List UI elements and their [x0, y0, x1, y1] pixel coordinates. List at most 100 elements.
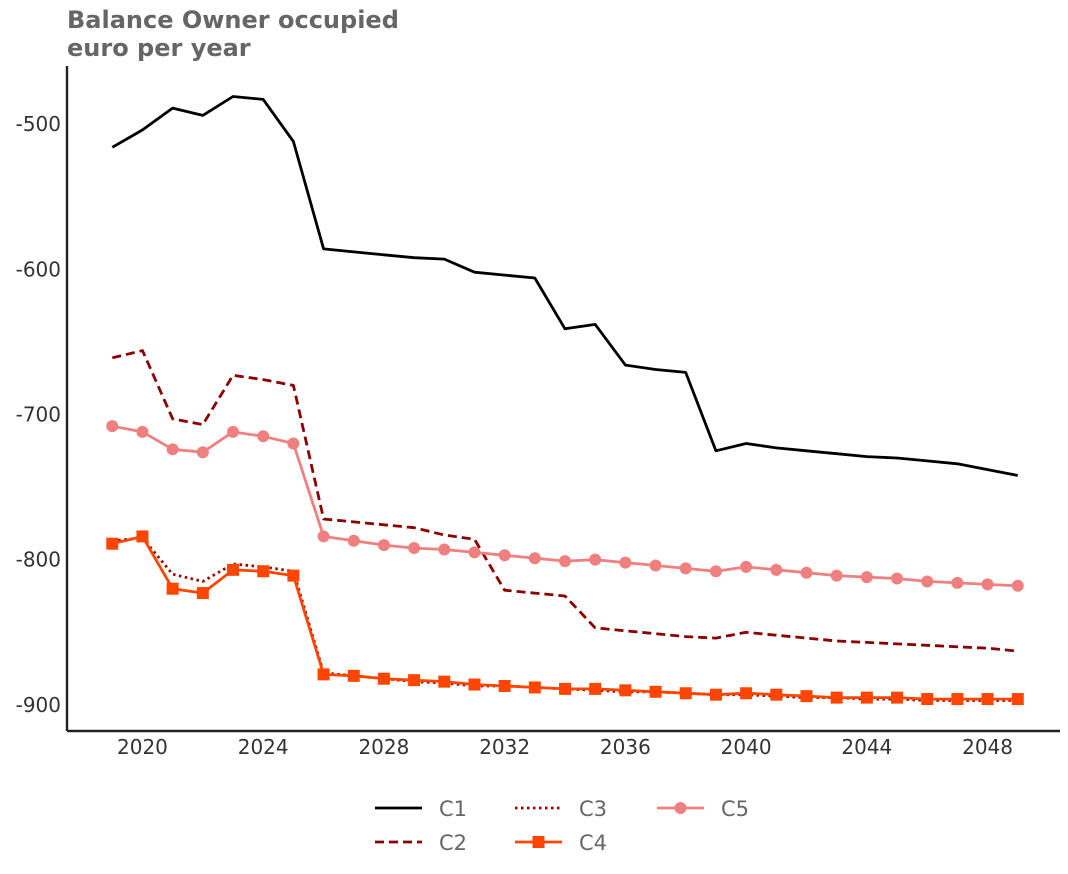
- y-tick-label: -600: [16, 257, 61, 281]
- legend-label-c2: C2: [439, 831, 467, 855]
- x-tick-label: 2036: [600, 735, 651, 759]
- data-point-c5: [347, 534, 360, 547]
- data-point-c4: [679, 687, 692, 700]
- data-point-c4: [136, 530, 149, 543]
- data-point-c5: [257, 430, 270, 443]
- x-tick-label: 2040: [721, 735, 772, 759]
- data-point-c4: [559, 682, 572, 695]
- data-point-c4: [860, 691, 873, 704]
- series-c4: [106, 530, 1024, 706]
- legend-label-c3: C3: [579, 797, 607, 821]
- data-point-c4: [649, 685, 662, 698]
- data-point-c4: [166, 582, 179, 595]
- x-tick-label: 2028: [358, 735, 409, 759]
- series-c5: [106, 420, 1024, 592]
- data-point-c5: [891, 572, 904, 585]
- data-point-c5: [800, 566, 813, 579]
- series-line-c1: [111, 95, 1018, 477]
- data-point-c5: [649, 559, 662, 572]
- data-point-c4: [317, 668, 330, 681]
- legend-marker-c4: [532, 836, 545, 848]
- chart-title-line-1: Balance Owner occupied: [67, 6, 399, 34]
- y-tick-label: -500: [16, 112, 61, 136]
- y-tick-label: -800: [16, 548, 61, 572]
- legend-label-c1: C1: [439, 797, 467, 821]
- legend-label-c5: C5: [721, 797, 749, 821]
- legend-item-c1: C1: [375, 797, 467, 821]
- data-point-c5: [498, 549, 511, 562]
- data-point-c4: [981, 693, 994, 706]
- data-point-c4: [468, 678, 481, 691]
- data-point-c4: [951, 693, 964, 706]
- data-point-c4: [830, 691, 843, 704]
- data-point-c5: [860, 571, 873, 584]
- data-point-c5: [166, 443, 179, 456]
- data-point-c4: [921, 693, 934, 706]
- legend: C1 C2 C3 C4 C5: [375, 797, 749, 855]
- data-point-c4: [770, 688, 783, 701]
- series-c1: [111, 95, 1018, 477]
- chart-title: Balance Owner occupied euro per year: [67, 6, 399, 62]
- data-point-c4: [589, 682, 602, 695]
- data-point-c5: [528, 552, 541, 565]
- data-point-c5: [559, 555, 572, 568]
- data-point-c5: [951, 576, 964, 589]
- data-point-c5: [981, 578, 994, 591]
- data-point-c5: [589, 553, 602, 566]
- x-tick-label: 2020: [117, 735, 168, 759]
- plot-area: [106, 95, 1024, 706]
- data-point-c4: [498, 679, 511, 692]
- data-point-c5: [709, 565, 722, 578]
- data-point-c4: [438, 675, 451, 688]
- legend-item-c5: C5: [657, 797, 749, 821]
- data-point-c4: [800, 690, 813, 703]
- axes: -500 -600 -700 -800 -900 2020 2024 2028 2032 2036…: [16, 66, 1060, 759]
- x-tick-label: 2032: [479, 735, 530, 759]
- legend-marker-c5: [674, 802, 687, 814]
- data-point-c5: [679, 562, 692, 575]
- data-point-c5: [136, 425, 149, 438]
- data-point-c5: [377, 539, 390, 552]
- data-point-c5: [227, 425, 240, 438]
- data-point-c4: [408, 674, 421, 687]
- data-point-c5: [317, 530, 330, 543]
- legend-item-c3: C3: [515, 797, 607, 821]
- data-point-c5: [438, 543, 451, 556]
- data-point-c5: [770, 563, 783, 576]
- data-point-c4: [347, 669, 360, 682]
- y-tick-label: -900: [16, 693, 61, 717]
- chart-title-line-2: euro per year: [67, 34, 251, 62]
- data-point-c5: [287, 437, 300, 450]
- data-point-c5: [830, 569, 843, 582]
- data-point-c4: [287, 569, 300, 582]
- data-point-c4: [257, 565, 270, 578]
- data-point-c5: [106, 420, 119, 433]
- series-c2: [111, 349, 1018, 653]
- data-point-c5: [619, 556, 632, 569]
- y-tick-label: -700: [16, 402, 61, 426]
- data-point-c5: [1011, 579, 1024, 592]
- series-line-c2: [111, 349, 1018, 653]
- legend-item-c2: C2: [375, 831, 467, 855]
- data-point-c4: [619, 684, 632, 697]
- data-point-c4: [891, 691, 904, 704]
- data-point-c4: [227, 563, 240, 576]
- data-point-c4: [528, 681, 541, 694]
- legend-label-c4: C4: [579, 831, 607, 855]
- x-tick-label: 2024: [238, 735, 289, 759]
- x-tick-label: 2044: [841, 735, 892, 759]
- data-point-c4: [377, 672, 390, 685]
- data-point-c5: [468, 546, 481, 559]
- data-point-c4: [106, 537, 119, 550]
- data-point-c5: [408, 542, 421, 555]
- data-point-c5: [921, 575, 934, 588]
- data-point-c5: [196, 446, 209, 459]
- x-tick-label: 2048: [962, 735, 1013, 759]
- data-point-c4: [740, 687, 753, 700]
- data-point-c4: [709, 688, 722, 701]
- legend-item-c4: C4: [515, 831, 607, 855]
- data-point-c5: [740, 560, 753, 573]
- data-point-c4: [1011, 693, 1024, 706]
- data-point-c4: [196, 587, 209, 600]
